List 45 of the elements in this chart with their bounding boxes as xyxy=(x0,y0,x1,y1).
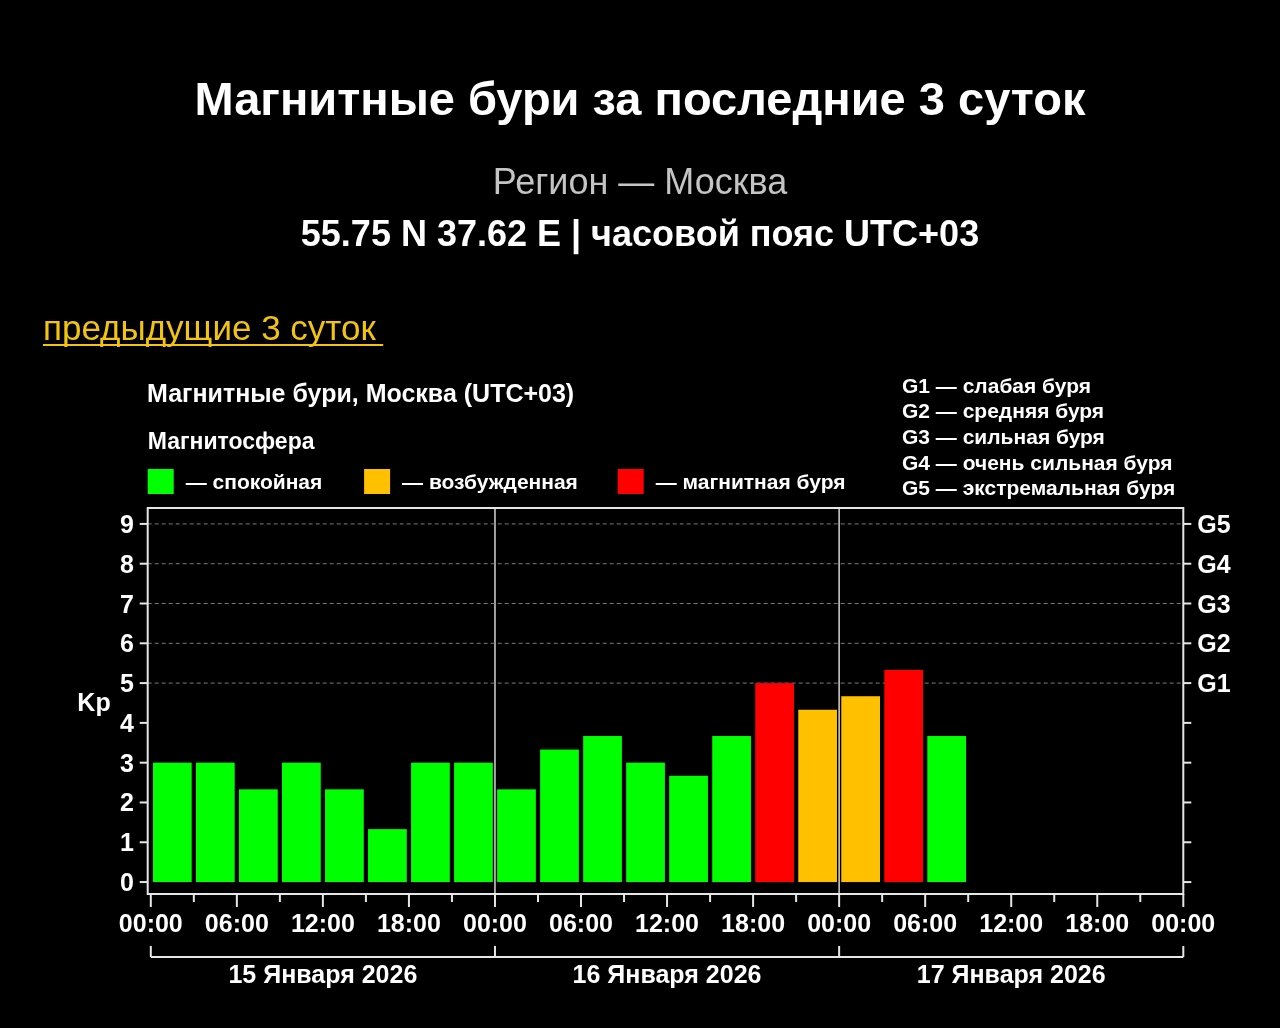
x2-tick-label: 15 Января 2026 xyxy=(228,960,418,988)
y-tick-label: 0 xyxy=(120,868,134,897)
y-tick-label: 7 xyxy=(120,589,134,618)
ref-line-label: G2 xyxy=(1197,629,1231,658)
chart-subtitle: Регион — Москва 55.75 N 37.62 E | часовой пояс UTC+03 xyxy=(300,161,980,255)
y-tick-label: 9 xyxy=(120,509,134,538)
x-tick-label: 12:00 xyxy=(635,909,700,937)
x-tick-label: 18:00 xyxy=(1065,909,1130,937)
text: Магнитные бури, Москва (UTC+03) xyxy=(147,379,575,407)
x2-tick-label: 17 Января 2026 xyxy=(916,960,1106,988)
x-tick-label: 12:00 xyxy=(979,909,1044,937)
legend-label: — спокойная xyxy=(185,470,323,493)
text: G5 — экстремальная буря xyxy=(902,476,1176,500)
chart-title: Магнитные бури за последние 3 суток xyxy=(194,72,1086,125)
ref-line-label: G3 xyxy=(1197,589,1231,618)
y-axis-title: Kp xyxy=(77,688,111,716)
legend-title: Магнитосфера xyxy=(147,428,315,454)
text: G3 — сильная буря xyxy=(902,424,1105,448)
x-tick-label: 06:00 xyxy=(549,909,613,937)
x-tick-label: 00:00 xyxy=(462,909,527,937)
ref-line-label: G1 xyxy=(1197,669,1231,698)
y-tick-label: 4 xyxy=(120,708,135,737)
x-tick-label: 12:00 xyxy=(290,909,355,937)
y-tick-label: 6 xyxy=(120,629,134,658)
y-tick-label: 1 xyxy=(120,828,135,857)
legend-label: — возбужденная xyxy=(402,470,578,493)
x-tick-label: 00:00 xyxy=(118,909,183,937)
ref-line-label: G4 xyxy=(1197,549,1231,578)
text: G2 — средняя буря xyxy=(902,399,1105,423)
x-tick-label: 06:00 xyxy=(893,909,958,937)
text: G4 — очень сильная буря xyxy=(902,450,1173,474)
legend-label: — магнитная буря xyxy=(655,470,846,493)
y-tick-label: 2 xyxy=(120,788,134,817)
x-tick-label: 18:00 xyxy=(376,909,441,937)
x2-tick-label: 16 Января 2026 xyxy=(572,960,762,988)
y-tick-label: 8 xyxy=(120,549,135,578)
x-tick-label: 00:00 xyxy=(1151,909,1216,937)
x-tick-label: 06:00 xyxy=(204,909,269,937)
x-tick-label: 18:00 xyxy=(721,909,786,937)
y-tick-label: 5 xyxy=(120,669,135,698)
text: G1 — слабая буря xyxy=(902,373,1092,397)
x-tick-label: 00:00 xyxy=(807,909,872,937)
y-tick-label: 3 xyxy=(120,748,134,777)
ref-line-label: G5 xyxy=(1197,509,1231,538)
text: предыдущие 3 суток xyxy=(43,308,377,347)
